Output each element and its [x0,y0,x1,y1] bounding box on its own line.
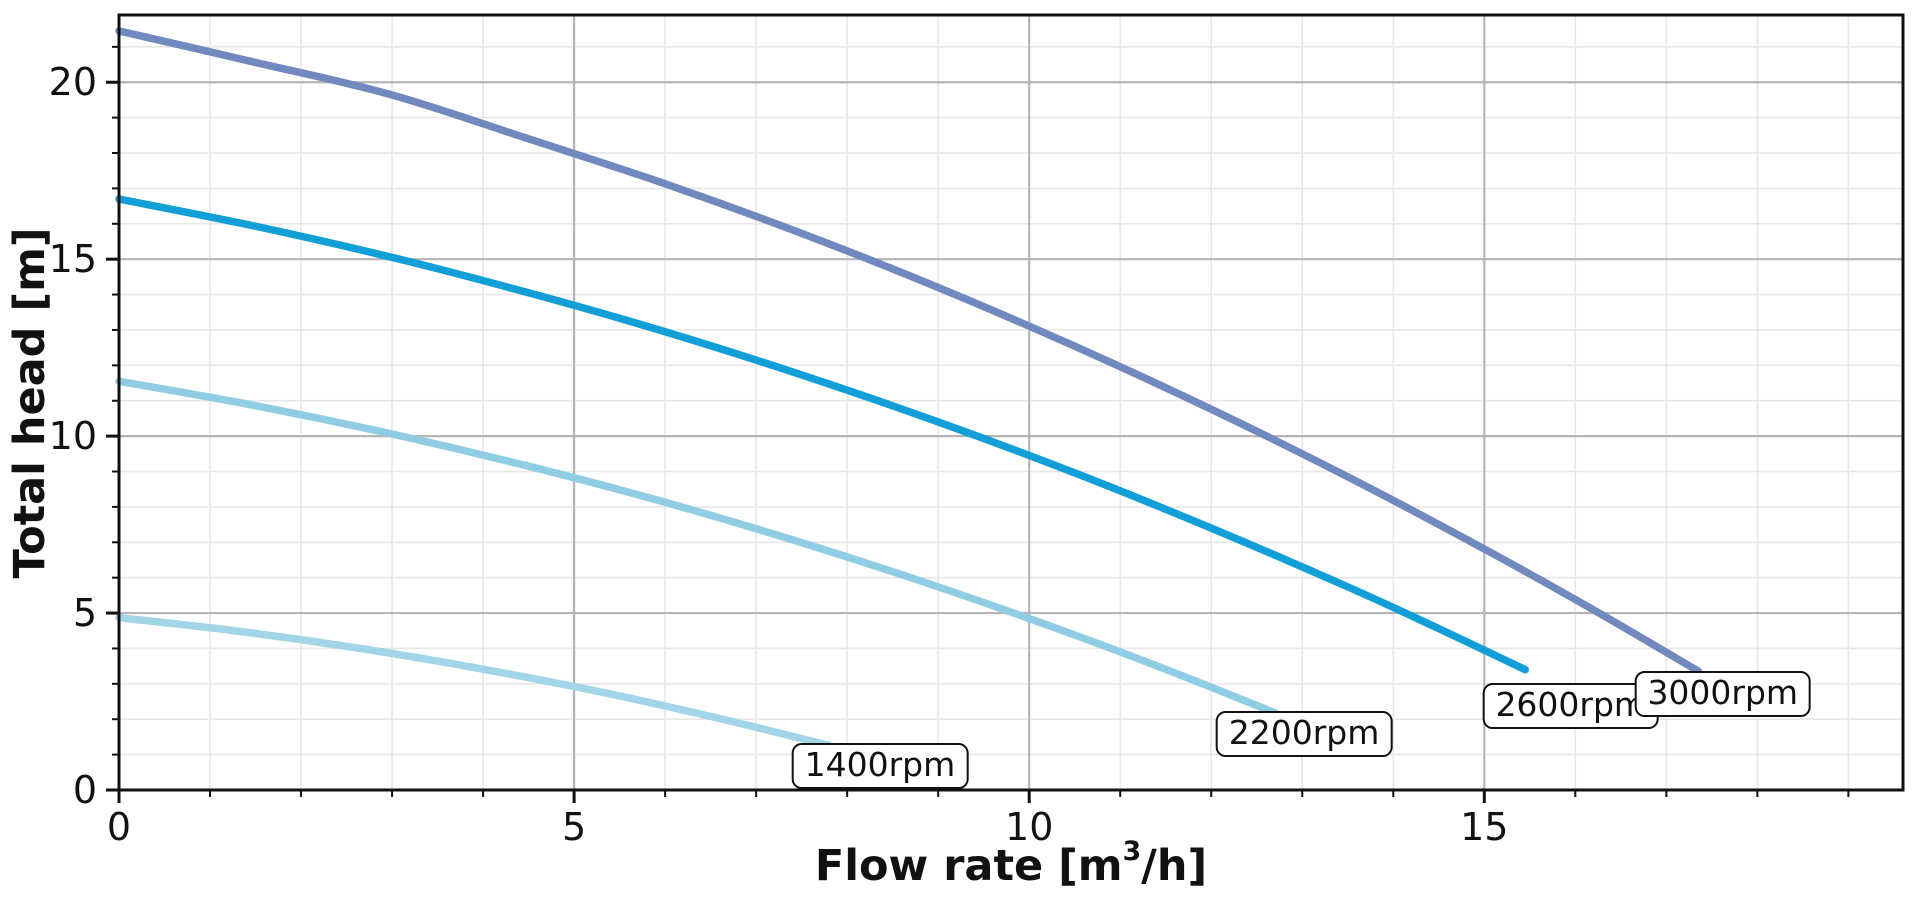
x-axis-label-superscript: 3 [1122,836,1142,868]
x-tick-label-0: 0 [107,805,131,849]
x-axis-label-unit: /h] [1141,841,1208,892]
x-tick-label-10: 10 [1005,805,1053,849]
y-tick-label-5: 5 [73,591,97,635]
curve-label-3000rpm: 3000rpm [1634,671,1812,718]
x-tick-label-5: 5 [562,805,586,849]
y-tick-label-10: 10 [49,414,97,458]
curve-label-2200rpm: 2200rpm [1215,711,1393,758]
plot-border [117,13,1905,792]
curve-2200rpm [115,377,1279,717]
x-axis-label-text: Flow rate [m [814,841,1123,892]
curve-3000rpm [115,27,1702,675]
y-tick-label-0: 0 [73,768,97,812]
curve-2600rpm [115,195,1530,674]
x-tick-label-15: 15 [1460,805,1508,849]
curve-label-1400rpm: 1400rpm [791,742,969,789]
x-axis-label: Flow rate [m3/h] [814,836,1208,892]
curve-1400rpm [115,613,833,750]
curve-label-2600rpm: 2600rpm [1482,683,1660,730]
y-tick-label-15: 15 [49,237,97,281]
y-tick-label-20: 20 [49,60,97,104]
y-axis-label: Total head [m] [5,226,55,579]
